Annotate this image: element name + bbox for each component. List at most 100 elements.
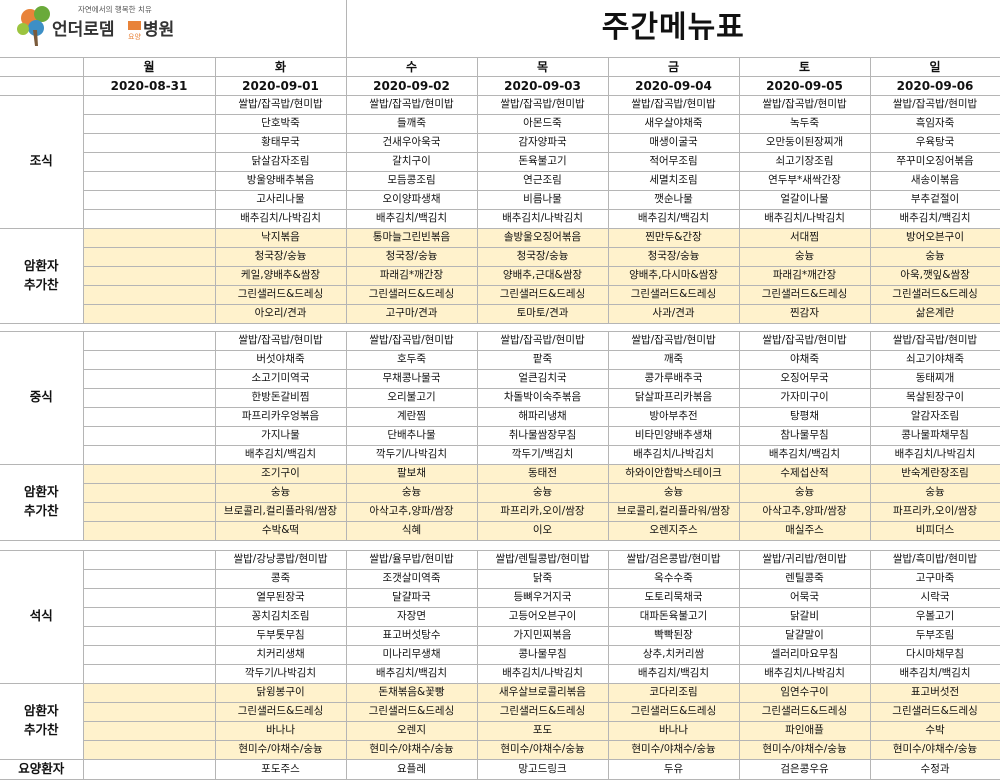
menu-item: 닭죽 [476, 568, 609, 589]
menu-item: 숭늉 [476, 482, 609, 503]
empty-cell [82, 463, 216, 484]
logo-leaf [34, 6, 50, 22]
menu-item: 배추김치/나박김치 [738, 208, 871, 229]
menu-row: 배추김치/백김치 깍두기/나박김치 깍두기/백김치 배추김치/나박김치 배추김치/백김치… [0, 444, 1000, 465]
menu-row: 열무된장국 달걀파국 등뼈우거지국 도토리묵채국 어묵국 시락국 [0, 587, 1000, 608]
separator-cell [83, 539, 215, 551]
menu-item: 쇠고기야채죽 [869, 349, 1000, 370]
menu-item: 쇠고기장조림 [738, 151, 871, 172]
menu-item: 쌀밥/잡곡밥/현미밥 [607, 94, 740, 115]
menu-item: 요플레 [345, 758, 478, 780]
separator-cell [608, 322, 739, 332]
menu-item: 숭늉 [607, 482, 740, 503]
menu-item: 야채죽 [738, 349, 871, 370]
empty-cell [82, 587, 216, 608]
menu-item: 오이양파생채 [345, 189, 478, 210]
menu-item: 등뼈우거지국 [476, 587, 609, 608]
separator-cell [477, 322, 608, 332]
menu-item: 흑임자죽 [869, 113, 1000, 134]
empty-cell [82, 170, 216, 191]
menu-item: 들깨죽 [345, 113, 478, 134]
menu-item: 얼큰김치국 [476, 368, 609, 389]
empty-cell [82, 739, 216, 760]
empty-cell [82, 189, 216, 210]
logo-suffix: 병원 [143, 20, 174, 40]
menu-item: 수박&떡 [214, 520, 347, 541]
empty-cell [82, 758, 216, 780]
menu-item: 표고버섯전 [869, 682, 1000, 703]
empty-cell [82, 425, 216, 446]
separator-cell [870, 539, 1000, 551]
menu-item: 배추김치/백김치 [607, 208, 740, 229]
empty-cell [82, 520, 216, 541]
day-name: 화 [214, 56, 347, 77]
menu-item: 배추김치/백김치 [345, 663, 478, 684]
menu-item: 단호박죽 [214, 113, 347, 134]
menu-item: 깍두기/나박김치 [345, 444, 478, 465]
empty-cell [82, 406, 216, 427]
menu-row: 방울양배추볶음 모듬콩조림 연근조림 세멸치조림 연두부*새싹간장 새송이볶음 [0, 170, 1000, 191]
menu-item: 그린샐러드&드레싱 [738, 284, 871, 305]
day-date: 2020-09-02 [345, 75, 478, 96]
day-date: 2020-09-03 [476, 75, 609, 96]
menu-item: 자장면 [345, 606, 478, 627]
menu-item: 청국장/숭늉 [345, 246, 478, 267]
day-name: 월 [82, 56, 216, 77]
date-row: 2020-08-31 2020-09-01 2020-09-02 2020-09-03… [0, 75, 1000, 96]
menu-item: 치커리생채 [214, 644, 347, 665]
menu-item: 쌀밥/율무밥/현미밥 [345, 549, 478, 570]
menu-item: 차돌박이숙주볶음 [476, 387, 609, 408]
menu-item: 오징어무국 [738, 368, 871, 389]
menu-item: 돈육불고기 [476, 151, 609, 172]
logo: 자연에서의 행복한 치유 언더로뎀 요양 병원 [17, 4, 174, 46]
menu-item: 깍두기/나박김치 [214, 663, 347, 684]
empty-cell [82, 368, 216, 389]
menu-item: 배추김치/나박김치 [738, 663, 871, 684]
menu-item: 그린샐러드&드레싱 [476, 701, 609, 722]
menu-item: 비타민양배추생채 [607, 425, 740, 446]
section-label-line: 암환자 [23, 703, 59, 719]
menu-item: 배추김치/나박김치 [214, 208, 347, 229]
menu-item: 단배추나물 [345, 425, 478, 446]
menu-item: 콩가루배추국 [607, 368, 740, 389]
separator-cell [608, 539, 739, 551]
menu-item: 반숙계란장조림 [869, 463, 1000, 484]
menu-row: 숭늉 숭늉 숭늉 숭늉 숭늉 숭늉 [0, 482, 1000, 503]
empty-cell [82, 113, 216, 134]
menu-item: 현미수/야채수/숭늉 [214, 739, 347, 760]
day-name: 금 [607, 56, 740, 77]
menu-item: 그린샐러드&드레싱 [214, 701, 347, 722]
empty-cell [82, 151, 216, 172]
menu-item: 열무된장국 [214, 587, 347, 608]
section-label: 암환자 추가찬 [0, 682, 84, 760]
menu-item: 배추김치/백김치 [869, 208, 1000, 229]
menu-item: 도토리묵채국 [607, 587, 740, 608]
menu-item: 돈채볶음&꽃빵 [345, 682, 478, 703]
menu-item: 꽁치김치조림 [214, 606, 347, 627]
menu-item: 부추겉절이 [869, 189, 1000, 210]
empty-cell [82, 265, 216, 286]
menu-row: 중식 쌀밥/잡곡밥/현미밥 쌀밥/잡곡밥/현미밥 쌀밥/잡곡밥/현미밥 쌀밥/잡곡밥/현… [0, 330, 1000, 465]
menu-item: 통마늘그린빈볶음 [345, 227, 478, 248]
menu-item: 렌틸콩죽 [738, 568, 871, 589]
section-label: 석식 [0, 549, 84, 684]
menu-item: 양배추,근대&쌈장 [476, 265, 609, 286]
menu-item: 표고버섯탕수 [345, 625, 478, 646]
menu-item: 브로콜리,컬리플라워/쌈장 [214, 501, 347, 522]
menu-item: 숭늉 [869, 482, 1000, 503]
menu-item: 두부톳무침 [214, 625, 347, 646]
menu-item: 조기구이 [214, 463, 347, 484]
menu-item: 상추,치커리쌈 [607, 644, 740, 665]
menu-item: 배추김치/백김치 [214, 444, 347, 465]
menu-item: 알감자조림 [869, 406, 1000, 427]
menu-item: 배추김치/나박김치 [476, 208, 609, 229]
menu-item: 숭늉 [738, 482, 871, 503]
day-name: 토 [738, 56, 871, 77]
section-label-line: 요양환자 [18, 760, 65, 776]
corner-cell [0, 75, 84, 96]
menu-item: 수정과 [869, 758, 1000, 780]
menu-item: 우육탕국 [869, 132, 1000, 153]
menu-item: 그린샐러드&드레싱 [869, 284, 1000, 305]
menu-row: 콩죽 조갯살미역죽 닭죽 옥수수죽 렌틸콩죽 고구마죽 [0, 568, 1000, 589]
